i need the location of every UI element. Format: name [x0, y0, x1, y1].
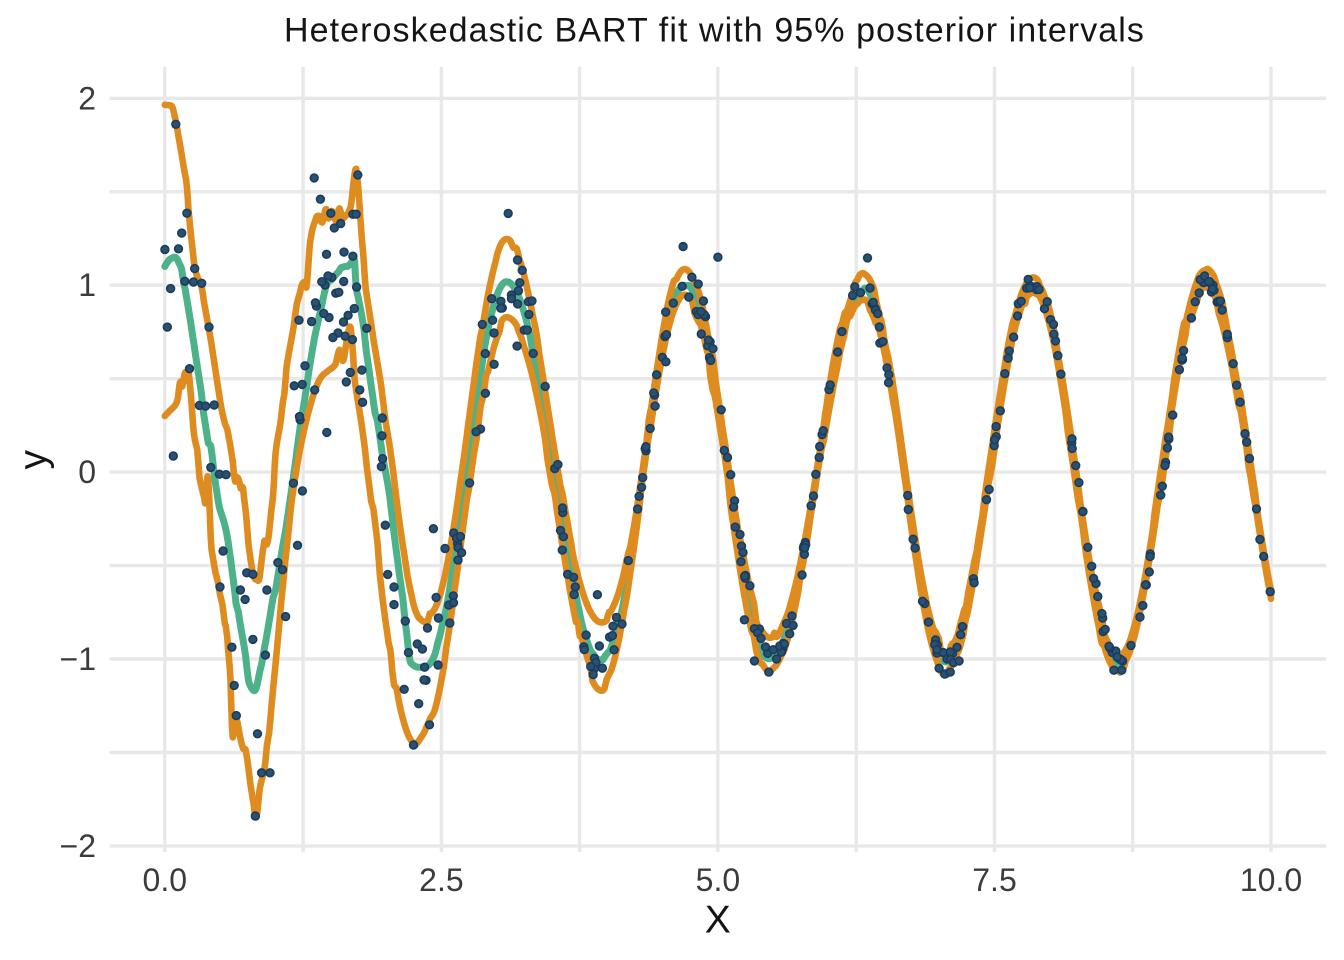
svg-text:X: X: [705, 899, 731, 942]
svg-text:−2: −2: [60, 828, 96, 864]
svg-text:7.5: 7.5: [972, 862, 1016, 898]
svg-text:−1: −1: [60, 641, 96, 677]
svg-text:5.0: 5.0: [696, 862, 740, 898]
svg-text:1: 1: [78, 267, 96, 303]
svg-text:2: 2: [78, 80, 96, 116]
svg-text:2.5: 2.5: [419, 862, 463, 898]
svg-text:0.0: 0.0: [143, 862, 187, 898]
svg-text:y: y: [12, 450, 55, 470]
svg-text:10.0: 10.0: [1240, 862, 1302, 898]
svg-text:0: 0: [78, 454, 96, 490]
svg-text:Heteroskedastic BART fit with: Heteroskedastic BART fit with 95% poster…: [284, 12, 1145, 50]
